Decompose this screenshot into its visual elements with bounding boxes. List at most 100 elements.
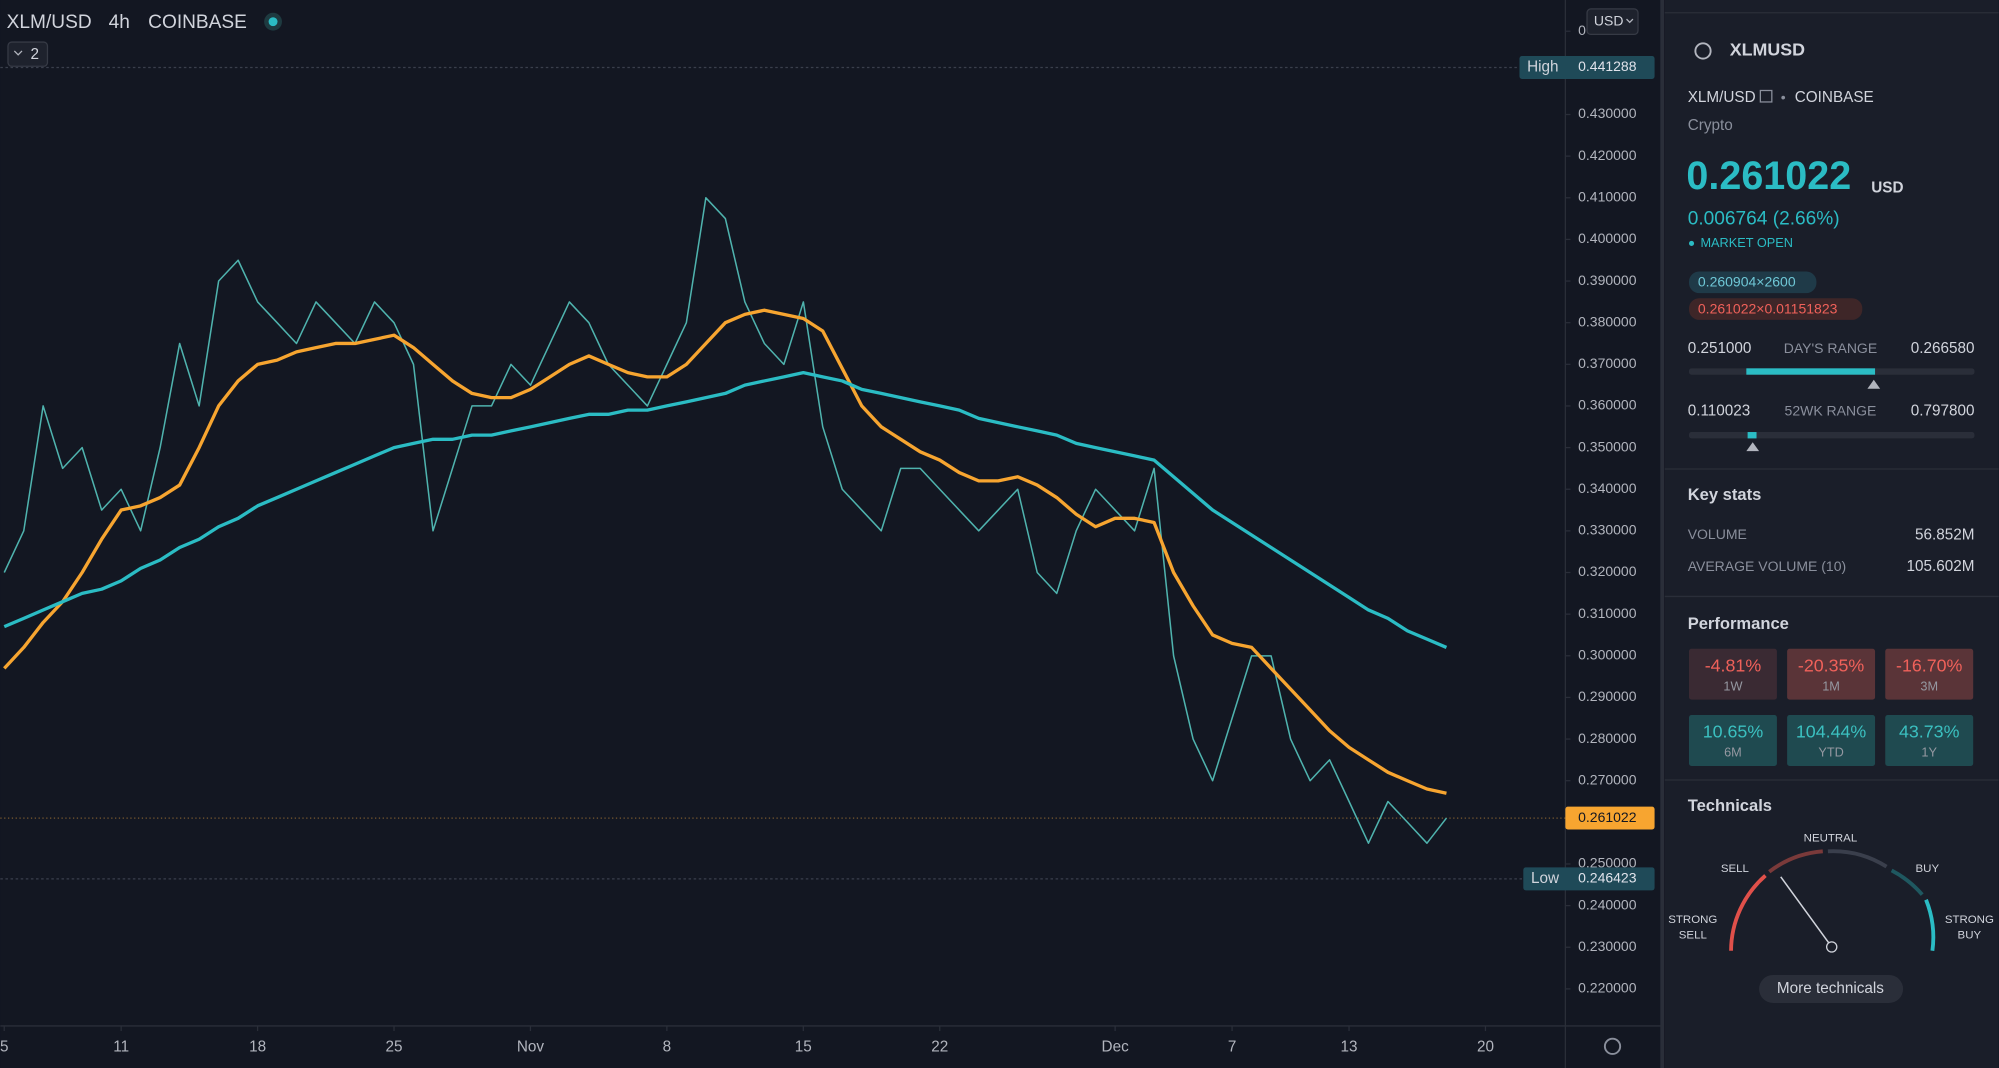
section-title: Technicals [1688, 796, 1772, 815]
sidebar-bg [1664, 0, 1999, 1068]
exchange: COINBASE [148, 12, 247, 33]
performance-value: -20.35% [1798, 655, 1865, 675]
performance-value: -16.70% [1896, 655, 1963, 675]
bid: 0.260904×2600 [1698, 274, 1796, 290]
badge-value: 0.441288 [1578, 58, 1637, 74]
y-tick-label: 0.320000 [1578, 563, 1637, 579]
x-tick-label: 7 [1228, 1039, 1237, 1056]
y-tick-label: 0.380000 [1578, 313, 1637, 329]
market-status: MARKET OPEN [1700, 235, 1792, 250]
y-tick-label: 0.300000 [1578, 646, 1637, 662]
x-tick-label: 25 [386, 1039, 403, 1056]
indicator-toggle[interactable] [7, 41, 49, 67]
coin-icon [1694, 42, 1712, 60]
gauge-label: SELL [1721, 863, 1749, 875]
y-tick-label: 0.310000 [1578, 605, 1637, 621]
gauge-label: SELL [1679, 929, 1707, 941]
price-currency: USD [1871, 180, 1903, 197]
performance-period: 6M [1724, 745, 1742, 760]
y-tick-label: 0.350000 [1578, 438, 1637, 454]
x-tick-label: Nov [517, 1039, 545, 1056]
range-fill [1746, 368, 1876, 375]
status-dot [1688, 240, 1695, 246]
x-tick-label: 18 [249, 1039, 266, 1056]
y-tick-label: 0.420000 [1578, 147, 1637, 163]
y-tick-label: 0.280000 [1578, 730, 1637, 746]
ask: 0.261022×0.01151823 [1698, 300, 1838, 316]
gauge-arc [1729, 874, 1767, 951]
gauge-label: NEUTRAL [1804, 833, 1858, 845]
wk-high: 0.797800 [1911, 403, 1975, 420]
performance-tile [1885, 714, 1974, 766]
ask-chip [1688, 298, 1863, 320]
sidebar: XLMUSD XLM/USD • COINBASE Crypto 0.26102… [1664, 40, 1999, 1004]
section-title: Key stats [1688, 485, 1762, 504]
range-track [1688, 432, 1975, 439]
pair[interactable]: XLM/USD [1688, 89, 1756, 106]
price-badge [1523, 867, 1655, 891]
price-badge [1565, 806, 1655, 830]
badge-label: High [1527, 59, 1558, 76]
currency-button[interactable] [1586, 8, 1639, 36]
more-technicals-button[interactable] [1759, 974, 1904, 1004]
stat-value: 56.852M [1915, 526, 1974, 543]
section-title: Performance [1688, 614, 1789, 633]
x-tick-label: 22 [931, 1039, 948, 1056]
sidebar-symbol: XLMUSD [1730, 40, 1805, 60]
x-tick-label: 11 [113, 1039, 129, 1056]
range-fill [1747, 432, 1757, 439]
bid-chip [1688, 271, 1817, 294]
performance-grid: -4.81% 1W -20.35% 1M -16.70% 3M 10.65% 6M 104.44… [1688, 648, 1974, 766]
y-tick-label: 0.410000 [1578, 188, 1637, 204]
performance-tile [1688, 714, 1777, 766]
indicator-count: 2 [30, 46, 39, 63]
performance-period: 1Y [1921, 745, 1937, 760]
interval[interactable]: 4h [109, 12, 130, 33]
y-tick-label: 0.370000 [1578, 355, 1637, 371]
performance-value: -4.81% [1705, 655, 1762, 675]
change: 0.006764 (2.66%) [1688, 208, 1840, 229]
x-tick-label: 5 [0, 1039, 8, 1056]
range-marker [1867, 379, 1881, 389]
badge-value: 0.261022 [1578, 809, 1637, 825]
y-tick-label: 0.270000 [1578, 771, 1637, 787]
plot: 0.220000 0.230000 0.240000 0.250000 0.270000… [0, 22, 1655, 1056]
performance-value: 10.65% [1703, 722, 1764, 742]
gauge-label: BUY [1958, 929, 1982, 941]
gauge-needle [1780, 876, 1833, 948]
performance-tile [1787, 648, 1876, 700]
y-tick-label: 0.400000 [1578, 230, 1637, 246]
y-tick-label: 0.360000 [1578, 397, 1637, 413]
day-range-label: DAY'S RANGE [1784, 340, 1877, 356]
stat-label: AVERAGE VOLUME (10) [1688, 558, 1846, 574]
x-tick-label: 13 [1341, 1039, 1358, 1056]
stat-label: VOLUME [1688, 526, 1747, 542]
day-low: 0.251000 [1688, 340, 1752, 357]
y-tick-label: 0.250000 [1578, 855, 1637, 871]
performance-period: YTD [1818, 745, 1843, 760]
settings-icon[interactable] [1603, 1037, 1622, 1055]
y-tick-label: 0.290000 [1578, 688, 1637, 704]
price: 0.261022 [1686, 154, 1851, 198]
price-badge [1519, 56, 1655, 79]
y-tick-label: 0.330000 [1578, 522, 1637, 538]
x-tick-label: 20 [1477, 1039, 1494, 1056]
y-tick-label: 0.220000 [1578, 980, 1637, 996]
separator: • [1781, 89, 1786, 105]
status-dot [268, 17, 278, 27]
y-tick-label: 0 [1578, 22, 1586, 38]
badge-label: Low [1531, 870, 1560, 887]
gauge-label: STRONG [1945, 914, 1994, 926]
x-tick-label: 15 [795, 1039, 812, 1056]
chevron [13, 50, 23, 56]
performance-value: 43.73% [1899, 722, 1960, 742]
wk-range-label: 52WK RANGE [1785, 402, 1877, 418]
gauge-arc [1768, 849, 1823, 874]
symbol: XLM/USD [7, 12, 92, 33]
performance-tile [1688, 648, 1777, 700]
performance-tile [1787, 714, 1876, 766]
performance-period: 1W [1723, 678, 1742, 693]
gauge-arc [1827, 849, 1888, 869]
day-high: 0.266580 [1911, 340, 1975, 357]
